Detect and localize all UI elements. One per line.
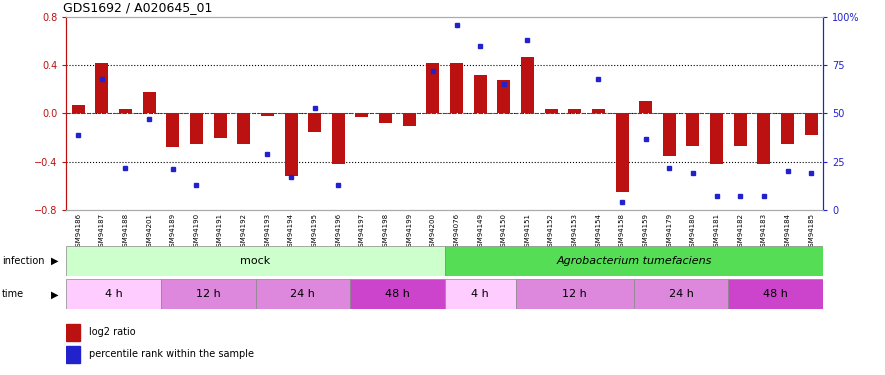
Text: 4 h: 4 h [104, 290, 122, 299]
Text: Agrobacterium tumefaciens: Agrobacterium tumefaciens [556, 256, 712, 266]
Bar [356, 113, 368, 117]
Text: 48 h: 48 h [385, 290, 410, 299]
Text: percentile rank within the sample: percentile rank within the sample [89, 349, 254, 359]
Bar [639, 101, 652, 113]
Bar [66, 324, 80, 340]
Bar [190, 113, 203, 144]
Text: infection: infection [2, 256, 44, 266]
Text: 24 h: 24 h [290, 290, 315, 299]
Bar [66, 246, 444, 276]
Text: ▶: ▶ [51, 256, 58, 266]
Bar [403, 113, 416, 126]
Bar [592, 109, 605, 113]
Bar [734, 113, 747, 146]
Bar [758, 113, 771, 164]
Bar [634, 279, 728, 309]
Bar [213, 113, 227, 138]
Bar [96, 63, 108, 113]
Text: 12 h: 12 h [196, 290, 220, 299]
Bar [166, 113, 180, 147]
Text: log2 ratio: log2 ratio [89, 327, 135, 338]
Bar [379, 113, 392, 123]
Bar [687, 113, 699, 146]
Text: ▶: ▶ [51, 290, 58, 299]
Bar [804, 113, 818, 135]
Bar [284, 113, 297, 176]
Bar [516, 279, 634, 309]
Bar [444, 246, 823, 276]
Bar [473, 75, 487, 113]
Bar [728, 279, 823, 309]
Bar [237, 113, 250, 144]
Bar [119, 109, 132, 113]
Text: 4 h: 4 h [472, 290, 489, 299]
Text: time: time [2, 290, 24, 299]
Bar [497, 80, 511, 113]
Bar [521, 57, 534, 113]
Bar [72, 105, 85, 113]
Bar [161, 279, 256, 309]
Bar [142, 92, 156, 113]
Bar [450, 63, 463, 113]
Bar [261, 113, 273, 116]
Bar [710, 113, 723, 164]
Text: 12 h: 12 h [562, 290, 587, 299]
Bar [308, 113, 321, 132]
Bar [544, 109, 558, 113]
Bar [616, 113, 628, 192]
Bar [781, 113, 794, 144]
Text: 48 h: 48 h [764, 290, 789, 299]
Bar [256, 279, 350, 309]
Bar [350, 279, 444, 309]
Bar [444, 279, 516, 309]
Text: mock: mock [241, 256, 271, 266]
Bar [663, 113, 676, 156]
Bar [332, 113, 345, 164]
Bar [427, 63, 439, 113]
Text: GDS1692 / A020645_01: GDS1692 / A020645_01 [63, 2, 212, 14]
Text: 24 h: 24 h [669, 290, 694, 299]
Bar [568, 109, 581, 113]
Bar [66, 279, 161, 309]
Bar [66, 346, 80, 363]
